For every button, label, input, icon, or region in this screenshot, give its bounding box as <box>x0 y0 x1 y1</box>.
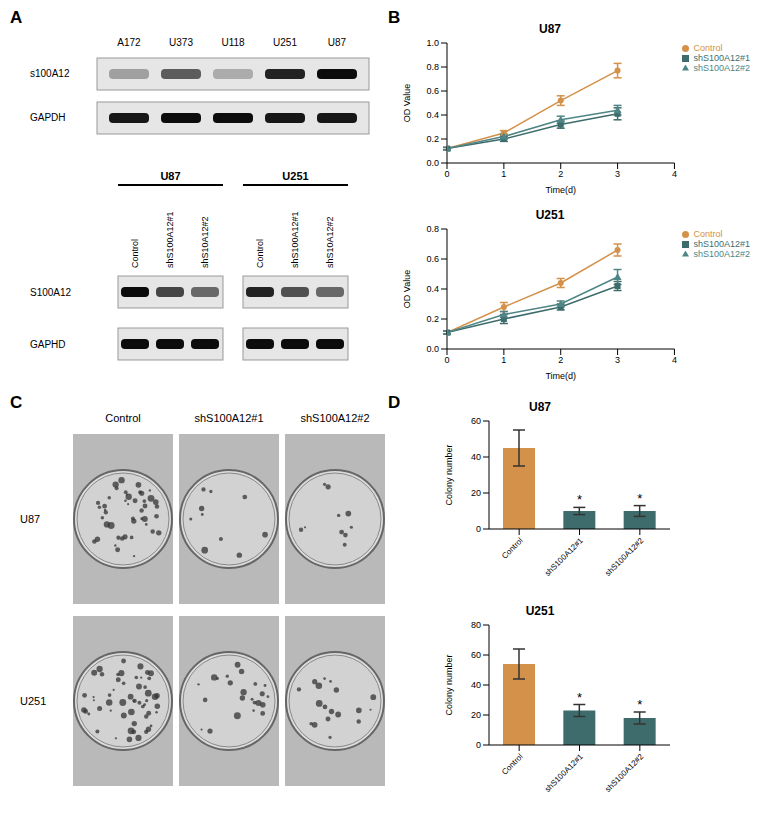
html-text:U87: U87 <box>539 22 561 36</box>
svg-text:U251: U251 <box>273 37 297 48</box>
svg-text:40: 40 <box>471 452 481 462</box>
html-text:U251: U251 <box>525 604 555 618</box>
html-text:U251: U251 <box>535 208 565 222</box>
svg-text:0: 0 <box>476 740 481 750</box>
svg-text:Time(d): Time(d) <box>545 371 576 381</box>
html-text:shS100A12#2: shS100A12#2 <box>693 63 750 73</box>
html-text:U87: U87 <box>529 400 551 414</box>
html-text:A: A <box>10 8 23 27</box>
svg-text:60: 60 <box>471 650 481 660</box>
svg-text:shS100A12#1: shS100A12#1 <box>543 536 585 578</box>
svg-text:shS100A12#1: shS100A12#1 <box>543 752 585 794</box>
svg-text:shS100A12#1: shS100A12#1 <box>165 211 175 268</box>
svg-text:0.8: 0.8 <box>426 62 439 72</box>
svg-text:0: 0 <box>444 355 449 365</box>
svg-text:Control: Control <box>130 239 140 268</box>
svg-text:shS10A12#2: shS10A12#2 <box>200 216 210 268</box>
svg-text:shS10A12#2: shS10A12#2 <box>325 216 335 268</box>
svg-text:GAPDH: GAPDH <box>30 112 66 123</box>
svg-text:Colony number: Colony number <box>444 444 454 505</box>
svg-text:*: * <box>577 690 582 705</box>
svg-text:1: 1 <box>501 169 506 179</box>
svg-text:0: 0 <box>444 169 449 179</box>
svg-text:1.0: 1.0 <box>426 38 439 48</box>
svg-text:GAPHD: GAPHD <box>30 339 66 350</box>
svg-text:U87: U87 <box>20 513 40 525</box>
svg-text:*: * <box>577 492 582 507</box>
svg-text:0: 0 <box>476 524 481 534</box>
svg-text:U373: U373 <box>169 37 193 48</box>
html-text:D: D <box>388 393 401 412</box>
svg-text:0.4: 0.4 <box>426 284 439 294</box>
svg-text:Time(d): Time(d) <box>545 185 576 195</box>
svg-text:0.6: 0.6 <box>426 86 439 96</box>
svg-text:0.0: 0.0 <box>426 344 439 354</box>
svg-text:*: * <box>637 697 642 712</box>
html-text:Control: Control <box>693 43 723 53</box>
svg-text:3: 3 <box>615 355 620 365</box>
svg-text:2: 2 <box>558 169 563 179</box>
svg-text:0.4: 0.4 <box>426 110 439 120</box>
svg-text:shS100A12#1: shS100A12#1 <box>290 211 300 268</box>
svg-text:shS100A12#2: shS100A12#2 <box>300 412 369 424</box>
svg-text:80: 80 <box>471 620 481 630</box>
svg-text:0.6: 0.6 <box>426 254 439 264</box>
svg-text:Control: Control <box>105 412 140 424</box>
svg-text:U118: U118 <box>221 37 245 48</box>
svg-text:s100A12: s100A12 <box>30 68 70 79</box>
svg-text:U251: U251 <box>20 695 46 707</box>
svg-text:60: 60 <box>471 416 481 426</box>
svg-text:Control: Control <box>500 752 525 777</box>
svg-text:20: 20 <box>471 488 481 498</box>
svg-text:2: 2 <box>558 355 563 365</box>
svg-text:Control: Control <box>255 239 265 268</box>
svg-text:1: 1 <box>501 355 506 365</box>
svg-text:0.8: 0.8 <box>426 224 439 234</box>
svg-text:OD Value: OD Value <box>402 270 412 308</box>
svg-text:U87: U87 <box>328 37 347 48</box>
svg-text:A172: A172 <box>117 37 141 48</box>
svg-text:3: 3 <box>615 169 620 179</box>
svg-text:OD Value: OD Value <box>402 84 412 122</box>
html-text:shS100A12#1: shS100A12#1 <box>693 53 750 63</box>
svg-text:shS100A12#1: shS100A12#1 <box>194 412 263 424</box>
html-text:C: C <box>10 393 23 412</box>
svg-text:0.2: 0.2 <box>426 134 439 144</box>
svg-text:20: 20 <box>471 710 481 720</box>
svg-text:shS100A12#2: shS100A12#2 <box>603 536 645 578</box>
svg-text:U87: U87 <box>160 170 180 182</box>
svg-text:Colony number: Colony number <box>444 654 454 715</box>
svg-text:*: * <box>637 491 642 506</box>
svg-text:S100A12: S100A12 <box>30 287 72 298</box>
svg-text:4: 4 <box>672 169 677 179</box>
html-text:shS100A12#1: shS100A12#1 <box>693 239 750 249</box>
html-text:B: B <box>388 8 401 27</box>
svg-text:0.0: 0.0 <box>426 158 439 168</box>
svg-text:0.2: 0.2 <box>426 314 439 324</box>
html-text:shS100A12#2: shS100A12#2 <box>693 249 750 259</box>
svg-text:Control: Control <box>500 536 525 561</box>
svg-text:U251: U251 <box>282 170 308 182</box>
html-text:Control: Control <box>693 229 723 239</box>
svg-text:shS100A12#2: shS100A12#2 <box>603 752 645 794</box>
svg-text:4: 4 <box>672 355 677 365</box>
svg-text:40: 40 <box>471 680 481 690</box>
